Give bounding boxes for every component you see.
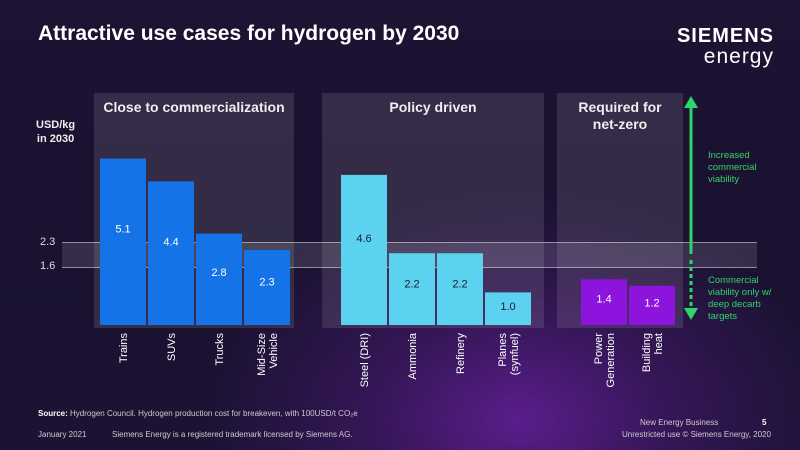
arrow-down-head-icon [684,308,698,320]
siemens-energy-logo: SIEMENS energy [677,26,774,67]
data-label: 4.4 [163,237,178,249]
logo-line-2: energy [703,45,774,68]
data-label: 2.2 [404,278,419,290]
page-title: Attractive use cases for hydrogen by 203… [38,22,460,45]
category-label: SUVs [166,333,178,362]
bar [485,292,531,325]
category-label: Planes(synfuel) [497,333,521,376]
footer-business: New Energy Business [640,418,719,427]
data-label: 1.4 [596,294,611,306]
bar [629,285,675,325]
source-label: Source: [38,409,68,418]
arrow-up-head-icon [684,96,698,108]
category-label: Refinery [455,333,467,374]
panel-label-policy: Policy driven [389,99,477,115]
reference-label-upper: 2.3 [40,236,56,248]
footer-trademark: Siemens Energy is a registered trademark… [112,430,353,439]
category-label: Mid-SizeVehicle [256,333,280,376]
category-label: Trucks [214,333,226,366]
footer-rights: Unrestricted use © Siemens Energy, 2020 [622,430,771,439]
category-label: Ammonia [407,332,419,379]
category-label: PowerGeneration [593,333,617,388]
y-axis-unit-label: USD/kg in 2030 [36,119,76,145]
data-label: 1.2 [644,297,659,309]
data-label: 2.3 [259,276,274,288]
bar [100,158,146,325]
data-label: 1.0 [500,301,515,313]
annotation-increased-viability: Increased commercial viability [708,150,757,185]
bar [437,253,483,325]
bar [196,233,242,325]
annotation-deep-decarb: Commercial viability only w/ deep decarb… [708,275,772,322]
reference-label-lower: 1.6 [40,260,56,272]
data-label: 2.2 [452,278,467,290]
bar [581,279,627,325]
category-label: Trains [118,333,130,364]
bar [148,181,194,325]
panel-label-netzero: Required for net-zero [578,99,662,132]
source-text: Hydrogen Council. Hydrogen production co… [70,409,358,418]
page-number: 5 [762,418,767,427]
data-label: 2.8 [211,267,226,279]
bar [389,253,435,325]
footer-date: January 2021 [38,430,87,439]
data-label: 4.6 [356,233,371,245]
data-label: 5.1 [115,223,130,235]
panel-label-commercialization: Close to commercialization [103,99,285,115]
source-note: Source: Hydrogen Council. Hydrogen produ… [38,409,358,418]
bar [244,249,290,325]
category-label: Steel (DRI) [359,333,371,387]
category-label: Buildingheat [641,333,665,372]
bar [341,174,387,325]
logo-line-1: SIEMENS [676,25,774,47]
